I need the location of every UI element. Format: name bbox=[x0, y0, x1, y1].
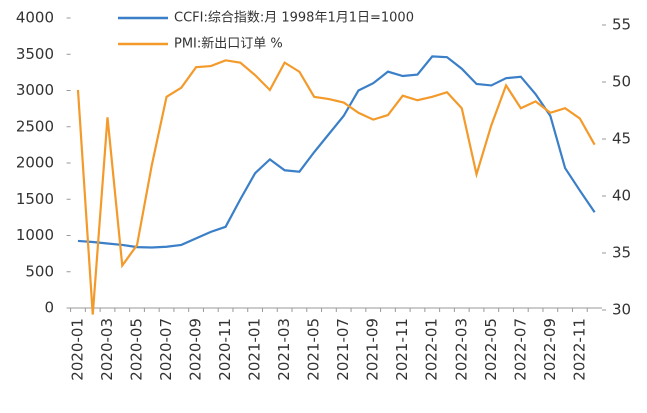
y-tick-label: 1000 bbox=[16, 226, 54, 244]
y2-tick-label: 30 bbox=[612, 301, 631, 319]
legend-label: PMI:新出口订单 % bbox=[174, 36, 283, 52]
y-tick-label: 4000 bbox=[16, 9, 54, 27]
y2-tick-label: 55 bbox=[612, 16, 631, 34]
y2-tick-label: 35 bbox=[612, 244, 631, 262]
x-tick-label: 2020-03 bbox=[98, 318, 116, 381]
legend-label: CCFI:综合指数:月 1998年1月1日=1000 bbox=[174, 11, 414, 26]
y-tick-label: 3500 bbox=[16, 45, 54, 63]
x-tick-label: 2020-07 bbox=[157, 318, 175, 381]
series-line bbox=[77, 55, 596, 249]
x-tick-label: 2021-11 bbox=[393, 318, 411, 381]
y2-tick-label: 40 bbox=[612, 187, 631, 205]
x-tick-label: 2021-07 bbox=[334, 318, 352, 381]
x-tick-label: 2020-09 bbox=[187, 318, 205, 381]
y-tick-label: 500 bbox=[25, 262, 54, 280]
series-line bbox=[76, 59, 596, 315]
x-tick-label: 2022-01 bbox=[423, 318, 441, 381]
x-tick-label: 2020-05 bbox=[128, 318, 146, 381]
y-tick-label: 3000 bbox=[16, 81, 54, 99]
x-tick-label: 2021-05 bbox=[305, 318, 323, 381]
x-tick-label: 2022-11 bbox=[570, 318, 588, 381]
y-tick-label: 1500 bbox=[16, 190, 54, 208]
y2-tick-label: 50 bbox=[612, 73, 631, 91]
y-tick-label: 2500 bbox=[16, 117, 54, 135]
x-tick-label: 2021-09 bbox=[364, 318, 382, 381]
x-tick-label: 2021-01 bbox=[246, 318, 264, 381]
x-tick-label: 2022-09 bbox=[541, 318, 559, 381]
y-tick-label: 2000 bbox=[16, 154, 54, 172]
x-tick-label: 2020-01 bbox=[68, 318, 86, 381]
y2-tick-label: 45 bbox=[612, 130, 631, 148]
x-tick-label: 2020-11 bbox=[216, 318, 234, 381]
y-tick-label: 0 bbox=[44, 299, 54, 317]
x-tick-label: 2022-03 bbox=[452, 318, 470, 381]
x-tick-label: 2022-05 bbox=[482, 318, 500, 381]
x-tick-label: 2021-03 bbox=[275, 318, 293, 381]
x-tick-label: 2022-07 bbox=[511, 318, 529, 381]
